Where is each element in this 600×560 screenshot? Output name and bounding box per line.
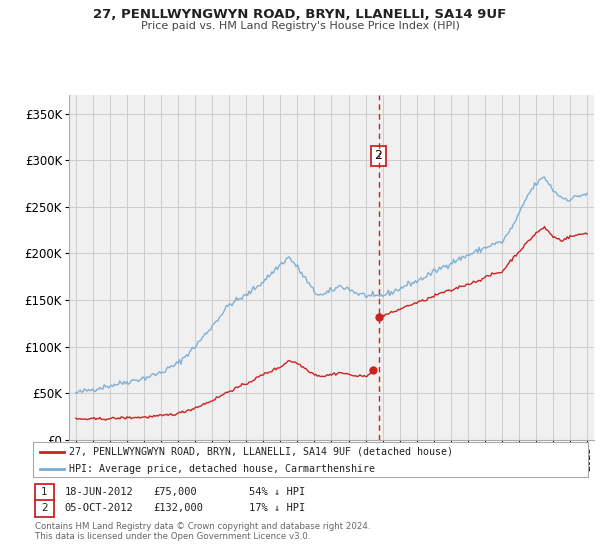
Text: 1: 1 bbox=[41, 487, 48, 497]
Text: £75,000: £75,000 bbox=[153, 487, 197, 497]
Text: Contains HM Land Registry data © Crown copyright and database right 2024.: Contains HM Land Registry data © Crown c… bbox=[35, 522, 370, 531]
Text: 27, PENLLWYNGWYN ROAD, BRYN, LLANELLI, SA14 9UF (detached house): 27, PENLLWYNGWYN ROAD, BRYN, LLANELLI, S… bbox=[69, 447, 453, 457]
Text: HPI: Average price, detached house, Carmarthenshire: HPI: Average price, detached house, Carm… bbox=[69, 464, 375, 474]
Text: 54% ↓ HPI: 54% ↓ HPI bbox=[249, 487, 305, 497]
Text: £132,000: £132,000 bbox=[153, 503, 203, 513]
Text: 27, PENLLWYNGWYN ROAD, BRYN, LLANELLI, SA14 9UF: 27, PENLLWYNGWYN ROAD, BRYN, LLANELLI, S… bbox=[94, 8, 506, 21]
Text: 05-OCT-2012: 05-OCT-2012 bbox=[65, 503, 134, 513]
Text: Price paid vs. HM Land Registry's House Price Index (HPI): Price paid vs. HM Land Registry's House … bbox=[140, 21, 460, 31]
Text: 17% ↓ HPI: 17% ↓ HPI bbox=[249, 503, 305, 513]
Text: 2: 2 bbox=[41, 503, 48, 513]
Text: This data is licensed under the Open Government Licence v3.0.: This data is licensed under the Open Gov… bbox=[35, 532, 310, 541]
Text: 2: 2 bbox=[374, 149, 382, 162]
Text: 18-JUN-2012: 18-JUN-2012 bbox=[65, 487, 134, 497]
